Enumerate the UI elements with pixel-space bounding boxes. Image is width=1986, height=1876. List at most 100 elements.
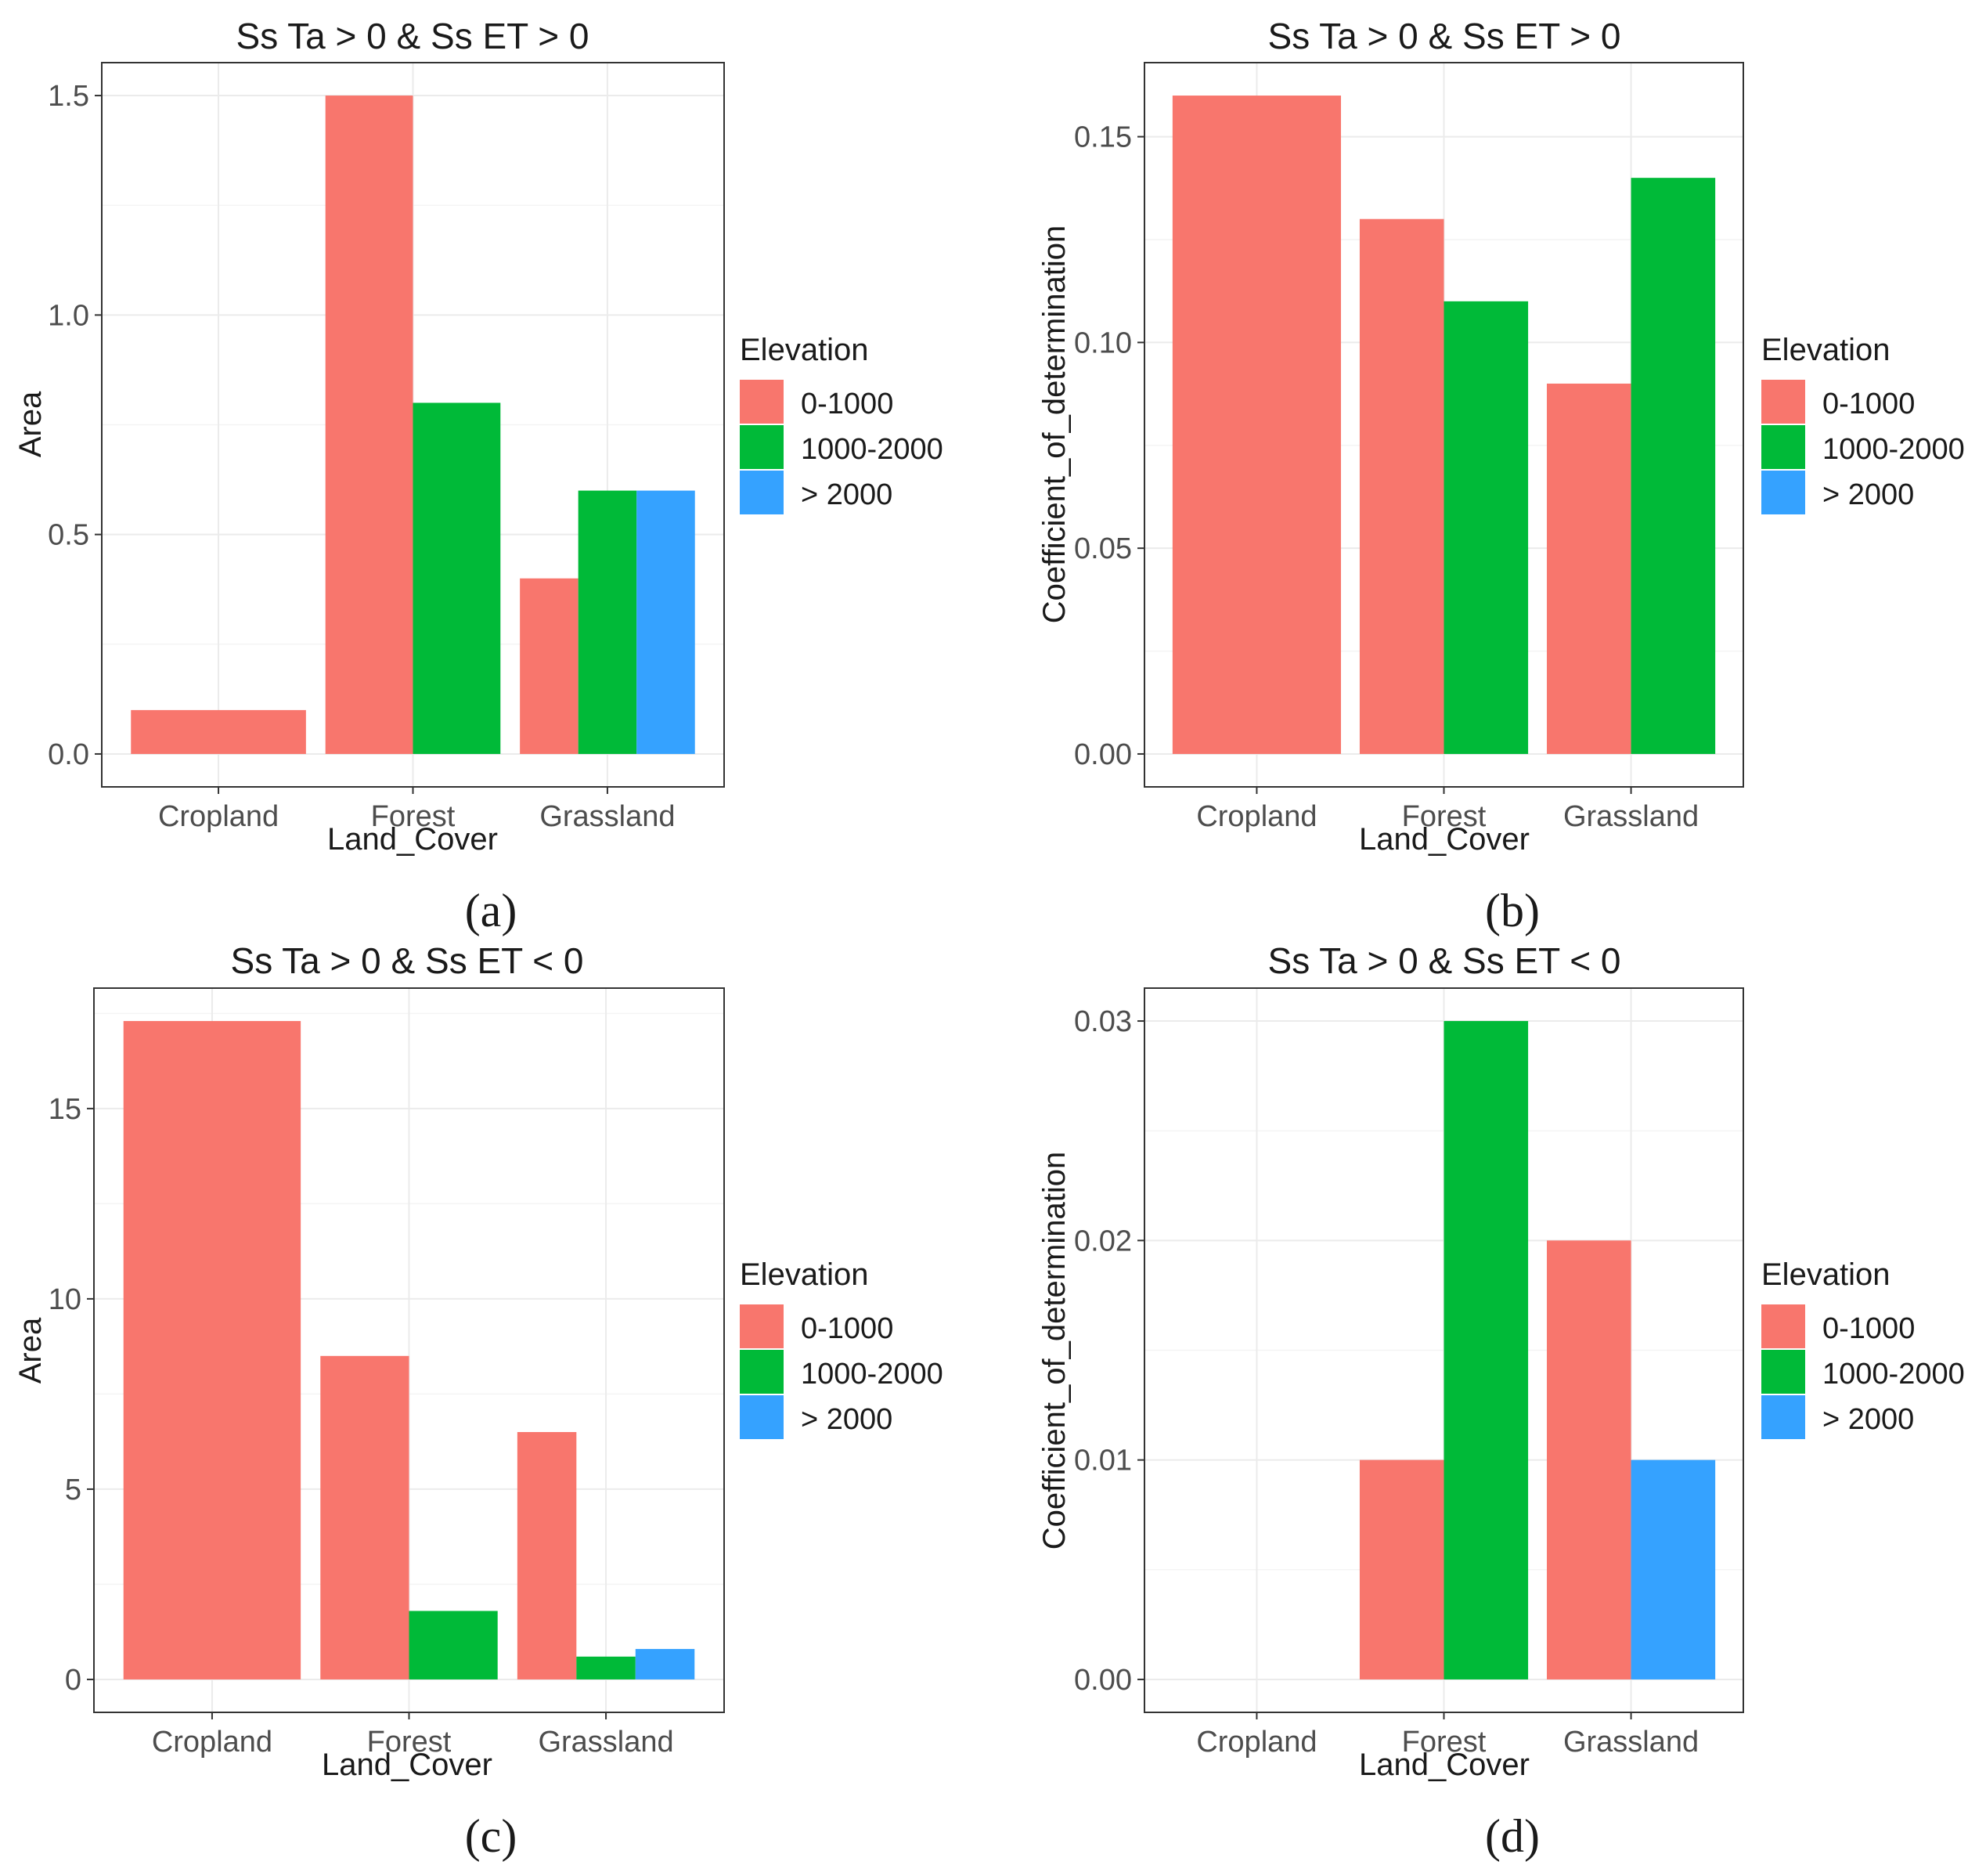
y-tick-label: 0.15 — [1074, 121, 1132, 154]
legend-item: 1000-2000 — [740, 425, 943, 469]
legend-label: 1000-2000 — [801, 1358, 943, 1391]
chart-title: Ss Ta > 0 & Ss ET < 0 — [231, 940, 584, 981]
x-tick-label: Grassland — [538, 1726, 673, 1759]
plot-area: 0 5 10 15 Cropland Forest Grassland — [49, 987, 725, 1759]
y-tick-label: 15 — [49, 1093, 81, 1126]
bar-grassland-series-1 — [1631, 178, 1716, 754]
legend-key — [740, 425, 784, 469]
legend-label: 1000-2000 — [801, 433, 943, 466]
legend-label: 1000-2000 — [1822, 1358, 1965, 1391]
legend-key — [740, 1304, 784, 1348]
y-tick-label: 0.02 — [1074, 1225, 1132, 1257]
x-axis-title: Land_Cover — [322, 1748, 492, 1782]
bar-grassland-series-0 — [517, 1432, 577, 1679]
y-tick-label: 5 — [65, 1474, 81, 1506]
x-tick-label: Grassland — [1563, 1726, 1699, 1759]
legend-key — [1761, 1304, 1805, 1348]
x-tick-label: Forest — [1402, 1726, 1487, 1759]
x-tick-label: Cropland — [152, 1726, 272, 1759]
bar-grassland-series-0 — [1546, 1240, 1631, 1679]
panel-label: (b) — [1485, 885, 1540, 936]
bar-grassland-series-2 — [635, 1649, 695, 1679]
legend-key — [1761, 1395, 1805, 1439]
x-tick-label: Grassland — [539, 800, 675, 833]
y-tick-label: 0.10 — [1074, 326, 1132, 359]
y-tick-label: 0.03 — [1074, 1005, 1132, 1038]
x-axis-title: Land_Cover — [327, 822, 498, 857]
legend: Elevation 0-1000 1000-2000 > 2000 — [1761, 333, 1965, 514]
legend: Elevation 0-1000 1000-2000 > 2000 — [740, 333, 943, 514]
y-tick-label: 1.0 — [48, 299, 89, 332]
legend-title: Elevation — [1761, 333, 1890, 367]
y-tick-label: 0.01 — [1074, 1445, 1132, 1477]
bar-grassland-series-0 — [1546, 383, 1631, 754]
legend-key — [740, 1350, 784, 1394]
chart-title: Ss Ta > 0 & Ss ET > 0 — [236, 16, 589, 56]
y-tick-label: 0 — [65, 1664, 81, 1697]
legend-item: > 2000 — [740, 471, 892, 514]
legend-key — [1761, 471, 1805, 514]
legend-label: 0-1000 — [1822, 388, 1915, 420]
panel-c: Ss Ta > 0 & Ss ET < 0 0 5 10 15 Cropland Fore… — [13, 940, 943, 1862]
bar-grassland-series-1 — [576, 1656, 636, 1679]
legend: Elevation 0-1000 1000-2000 > 2000 — [1761, 1257, 1965, 1439]
legend-label: > 2000 — [801, 1403, 892, 1436]
legend-item: > 2000 — [1761, 471, 1914, 514]
legend-key — [740, 1395, 784, 1439]
legend-label: > 2000 — [1822, 478, 1914, 511]
bar-forest-series-1 — [409, 1611, 498, 1679]
legend-key — [740, 380, 784, 424]
legend-label: 0-1000 — [1822, 1312, 1915, 1345]
x-tick-label: Cropland — [1196, 1726, 1317, 1759]
bar-grassland-series-2 — [636, 490, 695, 754]
y-tick-label: 0.05 — [1074, 532, 1132, 565]
y-tick-label: 0.00 — [1074, 1664, 1132, 1697]
legend-item: 1000-2000 — [740, 1350, 943, 1394]
legend-item: 0-1000 — [740, 380, 893, 424]
legend-item: > 2000 — [740, 1395, 892, 1439]
plot-area: 0.00 0.01 0.02 0.03 Cropland Forest Grassland — [1074, 987, 1744, 1759]
legend-title: Elevation — [740, 1257, 869, 1292]
y-tick-label: 0.00 — [1074, 738, 1132, 771]
panel-label: (a) — [465, 885, 517, 936]
legend-label: 0-1000 — [801, 1312, 893, 1345]
panel-a: Ss Ta > 0 & Ss ET > 0 0.0 0.5 1.0 1.5 Cropla… — [13, 16, 943, 936]
panel-label: (c) — [465, 1810, 517, 1862]
y-tick-label: 10 — [49, 1283, 81, 1316]
bar-grassland-series-0 — [520, 578, 578, 754]
y-axis-title: Coefficient_of_determination — [1037, 1152, 1072, 1550]
bar-grassland-series-1 — [578, 490, 637, 754]
panel-b: Ss Ta > 0 & Ss ET > 0 0.00 0.05 0.10 0.15 Cr… — [1037, 16, 1965, 936]
y-tick-label: 1.5 — [48, 80, 89, 113]
plot-area: 0.00 0.05 0.10 0.15 Cropland Forest Grassland — [1074, 62, 1744, 833]
legend-title: Elevation — [740, 333, 869, 367]
legend: Elevation 0-1000 1000-2000 > 2000 — [740, 1257, 943, 1439]
bar-cropland-series-0 — [1172, 96, 1342, 754]
legend-key — [1761, 425, 1805, 469]
legend-title: Elevation — [1761, 1257, 1890, 1292]
y-tick-label: 0.0 — [48, 738, 89, 771]
y-axis-title: Area — [13, 1317, 48, 1384]
x-tick-label: Forest — [1402, 800, 1487, 833]
y-axis-title: Coefficient_of_determination — [1037, 225, 1072, 623]
legend-key — [1761, 1350, 1805, 1394]
legend-key — [1761, 380, 1805, 424]
bar-forest-series-1 — [1444, 1021, 1529, 1679]
panel-d: Ss Ta > 0 & Ss ET < 0 0.00 0.01 0.02 0.03 Cr… — [1037, 940, 1965, 1862]
y-axis-title: Area — [13, 391, 48, 457]
chart-title: Ss Ta > 0 & Ss ET < 0 — [1268, 940, 1621, 981]
legend-item: 0-1000 — [1761, 1304, 1915, 1348]
legend-item: 1000-2000 — [1761, 1350, 1965, 1394]
bar-cropland-series-0 — [131, 709, 306, 754]
bar-forest-series-0 — [325, 96, 413, 754]
x-axis-title: Land_Cover — [1359, 822, 1530, 857]
plot-area: 0.0 0.5 1.0 1.5 Cropland Forest Grassland — [48, 62, 725, 833]
legend-item: 0-1000 — [1761, 380, 1915, 424]
bar-forest-series-0 — [320, 1355, 409, 1679]
y-tick-label: 0.5 — [48, 519, 89, 552]
bar-cropland-series-0 — [123, 1021, 301, 1679]
x-tick-label: Cropland — [158, 800, 279, 833]
chart-title: Ss Ta > 0 & Ss ET > 0 — [1268, 16, 1621, 56]
legend-label: 1000-2000 — [1822, 433, 1965, 466]
